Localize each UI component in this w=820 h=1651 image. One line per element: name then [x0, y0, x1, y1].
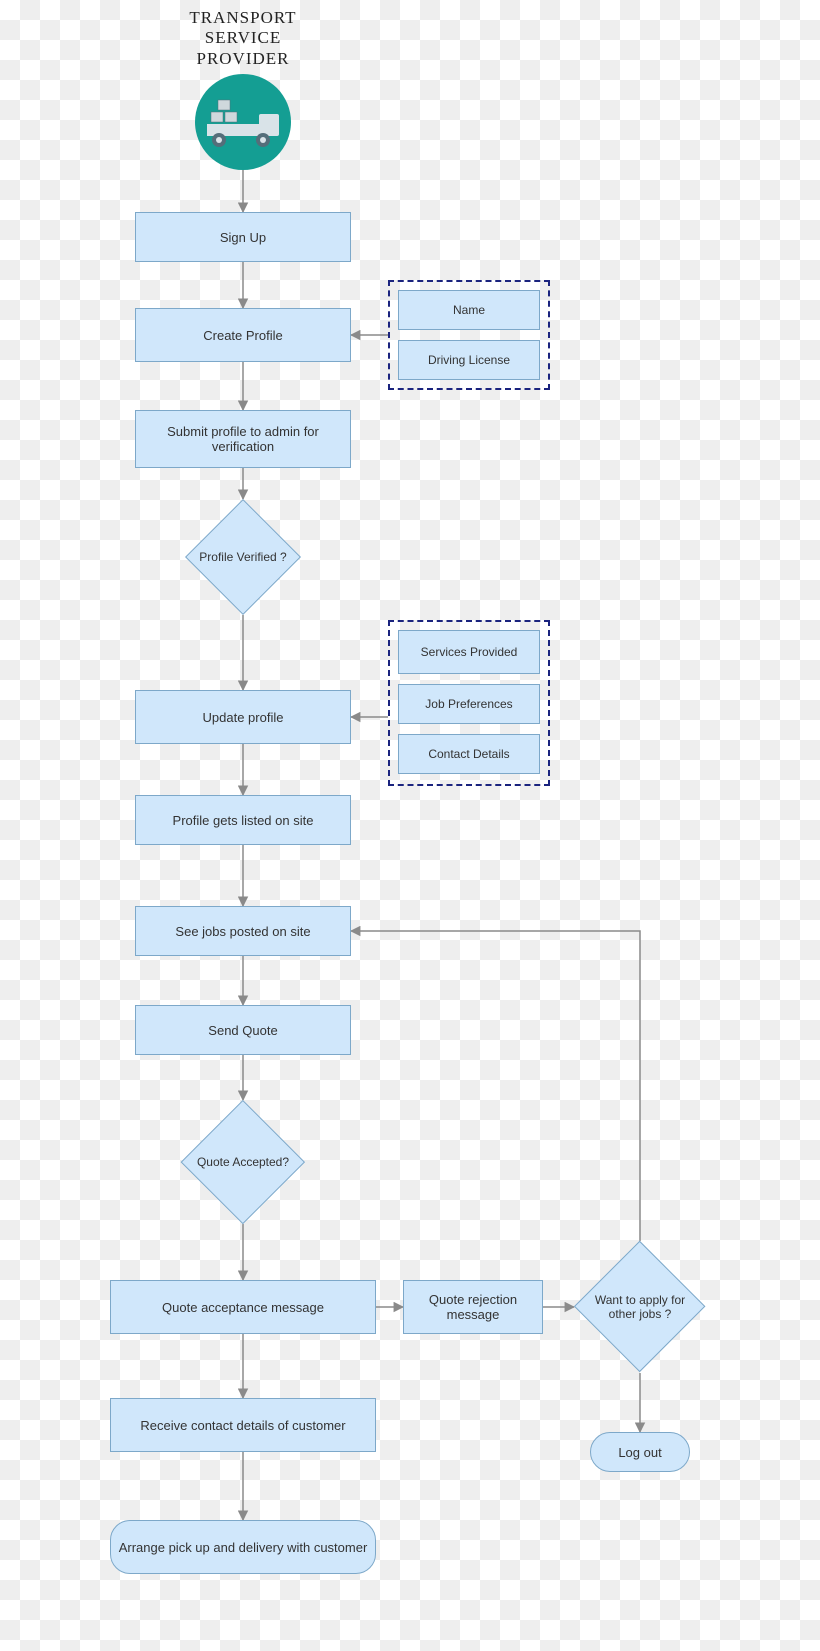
group-g1-item-0: Name	[398, 290, 540, 330]
node-see_jobs: See jobs posted on site	[135, 906, 351, 956]
flow-title: TRANSPORTSERVICEPROVIDER	[158, 8, 328, 69]
node-create_profile: Create Profile	[135, 308, 351, 362]
node-reject_msg: Quote rejection message	[403, 1280, 543, 1334]
node-listed: Profile gets listed on site	[135, 795, 351, 845]
node-receive: Receive contact details of customer	[110, 1398, 376, 1452]
group-g1-item-1: Driving License	[398, 340, 540, 380]
node-apply_other: Want to apply for other jobs ?	[574, 1241, 706, 1373]
group-g2-item-0: Services Provided	[398, 630, 540, 674]
node-accept_msg: Quote acceptance message	[110, 1280, 376, 1334]
node-signup: Sign Up	[135, 212, 351, 262]
node-update: Update profile	[135, 690, 351, 744]
node-send_quote: Send Quote	[135, 1005, 351, 1055]
node-arrange: Arrange pick up and delivery with custom…	[110, 1520, 376, 1574]
node-submit: Submit profile to admin for verification	[135, 410, 351, 468]
group-g2-item-1: Job Preferences	[398, 684, 540, 724]
node-logout: Log out	[590, 1432, 690, 1472]
node-quote_accepted: Quote Accepted?	[181, 1100, 305, 1224]
node-verified: Profile Verified ?	[185, 499, 301, 615]
group-g2-item-2: Contact Details	[398, 734, 540, 774]
